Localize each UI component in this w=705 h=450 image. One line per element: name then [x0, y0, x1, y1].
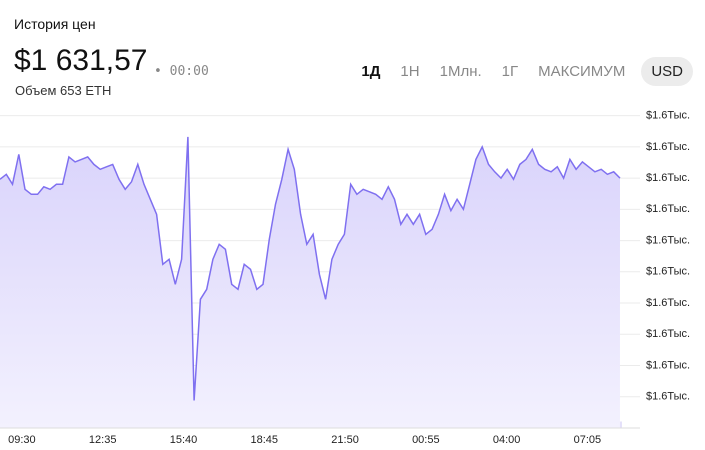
y-tick-label: $1.6Тыс. — [646, 359, 690, 371]
x-tick-label: 18:45 — [251, 434, 279, 446]
x-tick-label: 07:05 — [574, 434, 602, 446]
y-tick-label: $1.6Тыс. — [646, 234, 690, 246]
y-tick-label: $1.6Тыс. — [646, 266, 690, 278]
range-button[interactable]: 1Г — [501, 63, 519, 80]
x-tick-label: 04:00 — [493, 434, 521, 446]
range-button[interactable]: 1Д — [361, 63, 381, 80]
range-button[interactable]: МАКСИМУМ — [538, 63, 626, 80]
price-line — [0, 136, 621, 401]
current-price: $1 631,57 — [14, 44, 148, 77]
y-tick-label: $1.6Тыс. — [646, 203, 690, 215]
range-button[interactable]: 1Н — [400, 63, 420, 80]
y-tick-label: $1.6Тыс. — [646, 328, 690, 340]
x-tick-label: 12:35 — [89, 434, 117, 446]
currency-button[interactable]: USD — [641, 57, 693, 86]
area-fill — [0, 136, 620, 428]
x-tick-label: 21:50 — [331, 434, 359, 446]
y-tick-label: $1.6Тыс. — [646, 141, 690, 153]
widget-title: История цен — [14, 16, 96, 32]
y-tick-label: $1.6Тыс. — [646, 110, 690, 122]
range-button[interactable]: 1Млн. — [439, 63, 482, 80]
x-tick-label: 15:40 — [170, 434, 198, 446]
y-tick-label: $1.6Тыс. — [646, 297, 690, 309]
price-time: • 00:00 — [154, 64, 209, 79]
y-tick-label: $1.6Тыс. — [646, 391, 690, 403]
x-tick-label: 00:55 — [412, 434, 440, 446]
range-selector: 1Д 1Н 1Млн. 1Г МАКСИМУМ USD — [361, 57, 693, 86]
x-tick-label: 09:30 — [8, 434, 36, 446]
y-tick-label: $1.6Тыс. — [646, 172, 690, 184]
volume-summary: Объем 653 ETH — [15, 83, 112, 98]
